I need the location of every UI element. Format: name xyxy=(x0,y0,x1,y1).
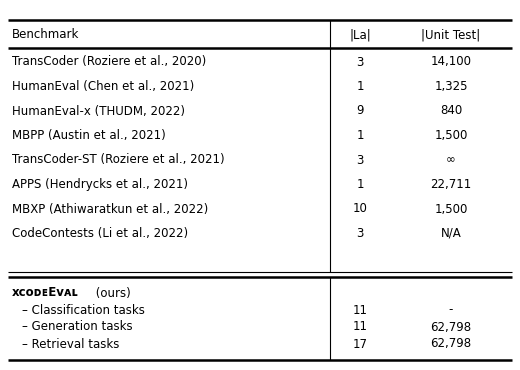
Text: 17: 17 xyxy=(353,337,368,350)
Text: 1: 1 xyxy=(356,129,364,142)
Text: |La|: |La| xyxy=(349,28,371,41)
Text: MBXP (Athiwaratkun et al., 2022): MBXP (Athiwaratkun et al., 2022) xyxy=(12,202,208,215)
Text: 11: 11 xyxy=(353,320,368,333)
Text: TransCoder-ST (Roziere et al., 2021): TransCoder-ST (Roziere et al., 2021) xyxy=(12,154,225,166)
Text: – Classification tasks: – Classification tasks xyxy=(22,303,145,316)
Text: 1,500: 1,500 xyxy=(434,202,467,215)
Text: 3: 3 xyxy=(356,154,363,166)
Text: 10: 10 xyxy=(353,202,368,215)
Text: ∞: ∞ xyxy=(446,154,456,166)
Text: CodeContests (Li et al., 2022): CodeContests (Li et al., 2022) xyxy=(12,227,188,240)
Text: Benchmark: Benchmark xyxy=(12,28,80,41)
Text: APPS (Hendrycks et al., 2021): APPS (Hendrycks et al., 2021) xyxy=(12,178,188,191)
Text: MBPP (Austin et al., 2021): MBPP (Austin et al., 2021) xyxy=(12,129,166,142)
Text: – Generation tasks: – Generation tasks xyxy=(22,320,133,333)
Text: 3: 3 xyxy=(356,56,363,68)
Text: TransCoder (Roziere et al., 2020): TransCoder (Roziere et al., 2020) xyxy=(12,56,206,68)
Text: 62,798: 62,798 xyxy=(431,337,472,350)
Text: 3: 3 xyxy=(356,227,363,240)
Text: 14,100: 14,100 xyxy=(431,56,472,68)
Text: 22,711: 22,711 xyxy=(431,178,472,191)
Text: 11: 11 xyxy=(353,303,368,316)
Text: HumanEval-x (THUDM, 2022): HumanEval-x (THUDM, 2022) xyxy=(12,104,185,118)
Text: (ours): (ours) xyxy=(92,286,131,299)
Text: 1: 1 xyxy=(356,178,364,191)
Text: 840: 840 xyxy=(440,104,462,118)
Text: 9: 9 xyxy=(356,104,364,118)
Text: N/A: N/A xyxy=(440,227,461,240)
Text: xᴄᴏᴅᴇEᴠᴀʟ: xᴄᴏᴅᴇEᴠᴀʟ xyxy=(12,286,79,299)
Text: -: - xyxy=(449,303,453,316)
Text: 62,798: 62,798 xyxy=(431,320,472,333)
Text: 1: 1 xyxy=(356,80,364,93)
Text: – Retrieval tasks: – Retrieval tasks xyxy=(22,337,120,350)
Text: HumanEval (Chen et al., 2021): HumanEval (Chen et al., 2021) xyxy=(12,80,194,93)
Text: |Unit Test|: |Unit Test| xyxy=(421,28,480,41)
Text: 1,500: 1,500 xyxy=(434,129,467,142)
Text: 1,325: 1,325 xyxy=(434,80,468,93)
